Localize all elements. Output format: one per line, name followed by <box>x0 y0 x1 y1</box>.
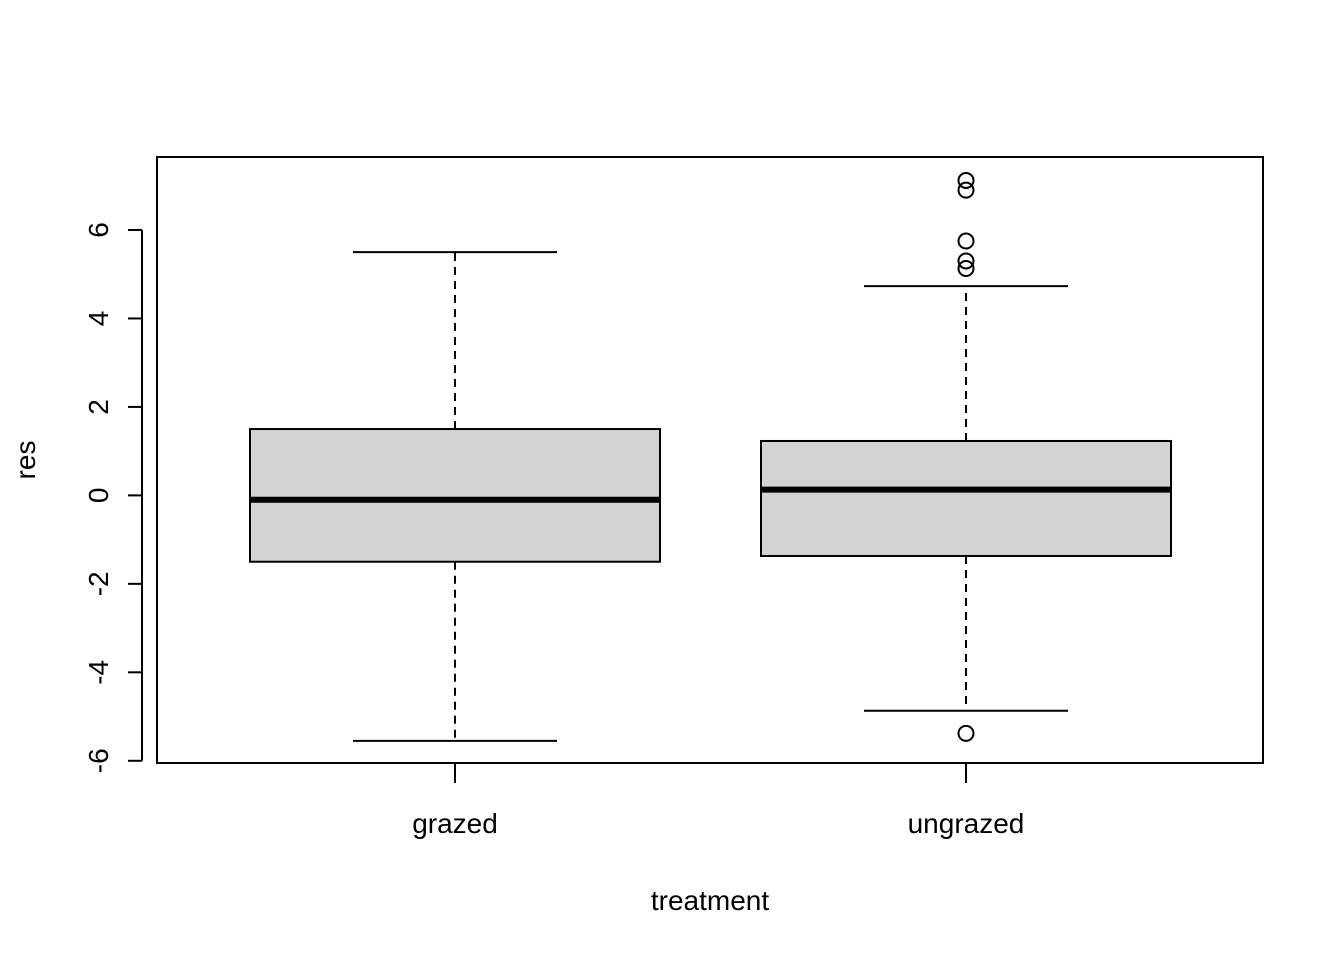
box-ungrazed <box>760 171 1172 742</box>
x-axis: grazed ungrazed <box>412 763 1024 839</box>
y-axis-title: res <box>10 441 41 480</box>
plot-frame <box>156 156 1264 764</box>
x-tick-label: ungrazed <box>908 808 1025 839</box>
y-tick-label: 2 <box>83 399 114 415</box>
outlier-point <box>957 171 975 189</box>
y-tick-label: 0 <box>83 488 114 504</box>
outlier-point <box>957 724 975 742</box>
y-tick-label: -6 <box>83 748 114 773</box>
outlier-point <box>957 259 975 277</box>
y-tick-label: 6 <box>83 222 114 238</box>
interquartile-box <box>249 428 661 563</box>
outlier-point <box>957 181 975 199</box>
box-grazed <box>249 251 661 742</box>
interquartile-box <box>760 439 1172 557</box>
outlier-point <box>957 232 975 250</box>
y-tick-label: 4 <box>83 311 114 327</box>
y-tick-label: -4 <box>83 660 114 685</box>
x-tick-label: grazed <box>412 808 498 839</box>
y-axis: -6 -4 -2 0 2 4 6 <box>83 222 143 773</box>
plot-area <box>249 171 1172 742</box>
outlier-point <box>957 252 975 270</box>
x-axis-title: treatment <box>651 885 769 916</box>
y-tick-label: -2 <box>83 571 114 596</box>
